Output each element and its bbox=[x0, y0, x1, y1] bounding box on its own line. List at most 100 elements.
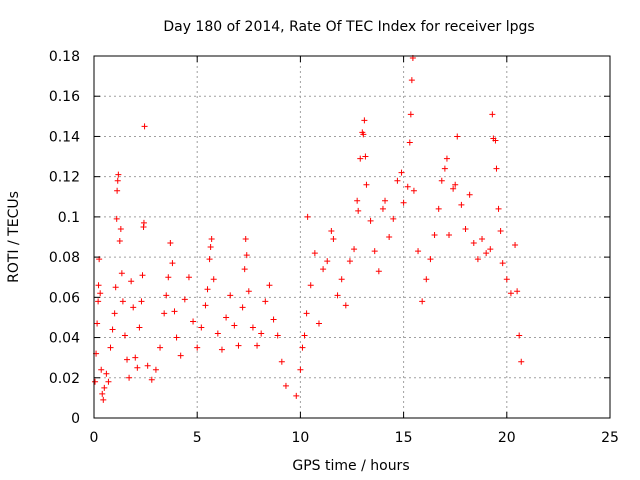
x-tick-label: 0 bbox=[90, 430, 99, 446]
data-point bbox=[493, 165, 500, 172]
data-point bbox=[507, 290, 514, 297]
data-point bbox=[105, 378, 112, 385]
data-point bbox=[254, 342, 261, 349]
data-point bbox=[518, 358, 525, 365]
data-point bbox=[361, 117, 368, 124]
data-point bbox=[165, 274, 172, 281]
data-point bbox=[116, 238, 123, 245]
data-point bbox=[293, 392, 300, 399]
data-point bbox=[128, 278, 135, 285]
data-point bbox=[202, 302, 209, 309]
data-point bbox=[119, 298, 126, 305]
grid bbox=[94, 56, 610, 418]
data-point bbox=[379, 205, 386, 212]
axis-ticks: 0 5 10 15 20 25 0 0.02 0.04 0.06 0.08 0.1 0.12 0.14 0.… bbox=[49, 49, 619, 446]
data-point bbox=[118, 270, 125, 277]
data-point bbox=[394, 177, 401, 184]
data-point bbox=[427, 256, 434, 263]
data-point bbox=[435, 205, 442, 212]
data-point bbox=[126, 374, 133, 381]
data-point bbox=[454, 133, 461, 140]
data-point bbox=[307, 282, 314, 289]
data-point bbox=[400, 199, 407, 206]
data-point bbox=[354, 197, 361, 204]
data-point bbox=[328, 227, 335, 234]
data-point bbox=[121, 332, 128, 339]
data-point bbox=[499, 260, 506, 267]
plot-frame bbox=[93, 55, 611, 419]
data-point bbox=[483, 250, 490, 257]
x-tick-label: 10 bbox=[291, 430, 309, 446]
data-point bbox=[95, 282, 102, 289]
chart-title: Day 180 of 2014, Rate Of TEC Index for r… bbox=[163, 19, 534, 35]
data-point bbox=[458, 201, 465, 208]
data-point bbox=[297, 366, 304, 373]
data-point bbox=[136, 324, 143, 331]
data-point bbox=[239, 304, 246, 311]
data-point bbox=[92, 378, 99, 385]
data-point bbox=[144, 362, 151, 369]
data-point bbox=[218, 346, 225, 353]
data-point bbox=[132, 354, 139, 361]
data-point bbox=[173, 334, 180, 341]
data-point bbox=[431, 231, 438, 238]
data-point bbox=[113, 215, 120, 222]
y-tick-label: 0.02 bbox=[49, 371, 80, 387]
data-point bbox=[487, 246, 494, 253]
data-point bbox=[214, 330, 221, 337]
data-point bbox=[161, 310, 168, 317]
data-point bbox=[98, 366, 105, 373]
data-point bbox=[452, 181, 459, 188]
data-point bbox=[157, 344, 164, 351]
y-tick-label: 0.12 bbox=[49, 170, 80, 186]
data-point bbox=[338, 276, 345, 283]
data-point bbox=[330, 236, 337, 243]
y-tick-label: 0.06 bbox=[49, 290, 80, 306]
data-point bbox=[223, 314, 230, 321]
data-point bbox=[167, 240, 174, 247]
data-point bbox=[495, 205, 502, 212]
data-point bbox=[117, 225, 124, 232]
data-point bbox=[410, 187, 417, 194]
data-point bbox=[249, 324, 256, 331]
data-point bbox=[207, 244, 214, 251]
data-point bbox=[242, 236, 249, 243]
data-point bbox=[355, 207, 362, 214]
data-point bbox=[408, 77, 415, 84]
data-point bbox=[208, 236, 215, 243]
data-point bbox=[181, 296, 188, 303]
data-point bbox=[462, 225, 469, 232]
data-point bbox=[351, 246, 358, 253]
data-point bbox=[95, 298, 102, 305]
data-point bbox=[245, 288, 252, 295]
x-axis-label: GPS time / hours bbox=[292, 458, 409, 474]
data-points bbox=[92, 55, 525, 403]
data-point bbox=[163, 292, 170, 299]
data-point bbox=[450, 185, 457, 192]
data-point bbox=[282, 382, 289, 389]
data-point bbox=[100, 396, 107, 403]
data-point bbox=[111, 310, 118, 317]
data-point bbox=[346, 258, 353, 265]
data-point bbox=[443, 155, 450, 162]
data-point bbox=[109, 326, 116, 333]
data-point bbox=[204, 286, 211, 293]
x-tick-label: 25 bbox=[601, 430, 619, 446]
data-point bbox=[342, 302, 349, 309]
y-tick-label: 0.1 bbox=[58, 210, 80, 226]
data-point bbox=[138, 298, 145, 305]
data-point bbox=[99, 390, 106, 397]
data-point bbox=[303, 310, 310, 317]
data-point bbox=[274, 332, 281, 339]
data-point bbox=[198, 324, 205, 331]
y-axis-label: ROTI / TECUs bbox=[6, 191, 22, 283]
data-point bbox=[171, 308, 178, 315]
data-point bbox=[94, 320, 101, 327]
data-point bbox=[479, 236, 486, 243]
x-tick-label: 20 bbox=[498, 430, 516, 446]
data-point bbox=[415, 248, 422, 255]
data-point bbox=[514, 288, 521, 295]
data-point bbox=[398, 169, 405, 176]
y-tick-label: 0.18 bbox=[49, 49, 80, 65]
data-point bbox=[266, 282, 273, 289]
